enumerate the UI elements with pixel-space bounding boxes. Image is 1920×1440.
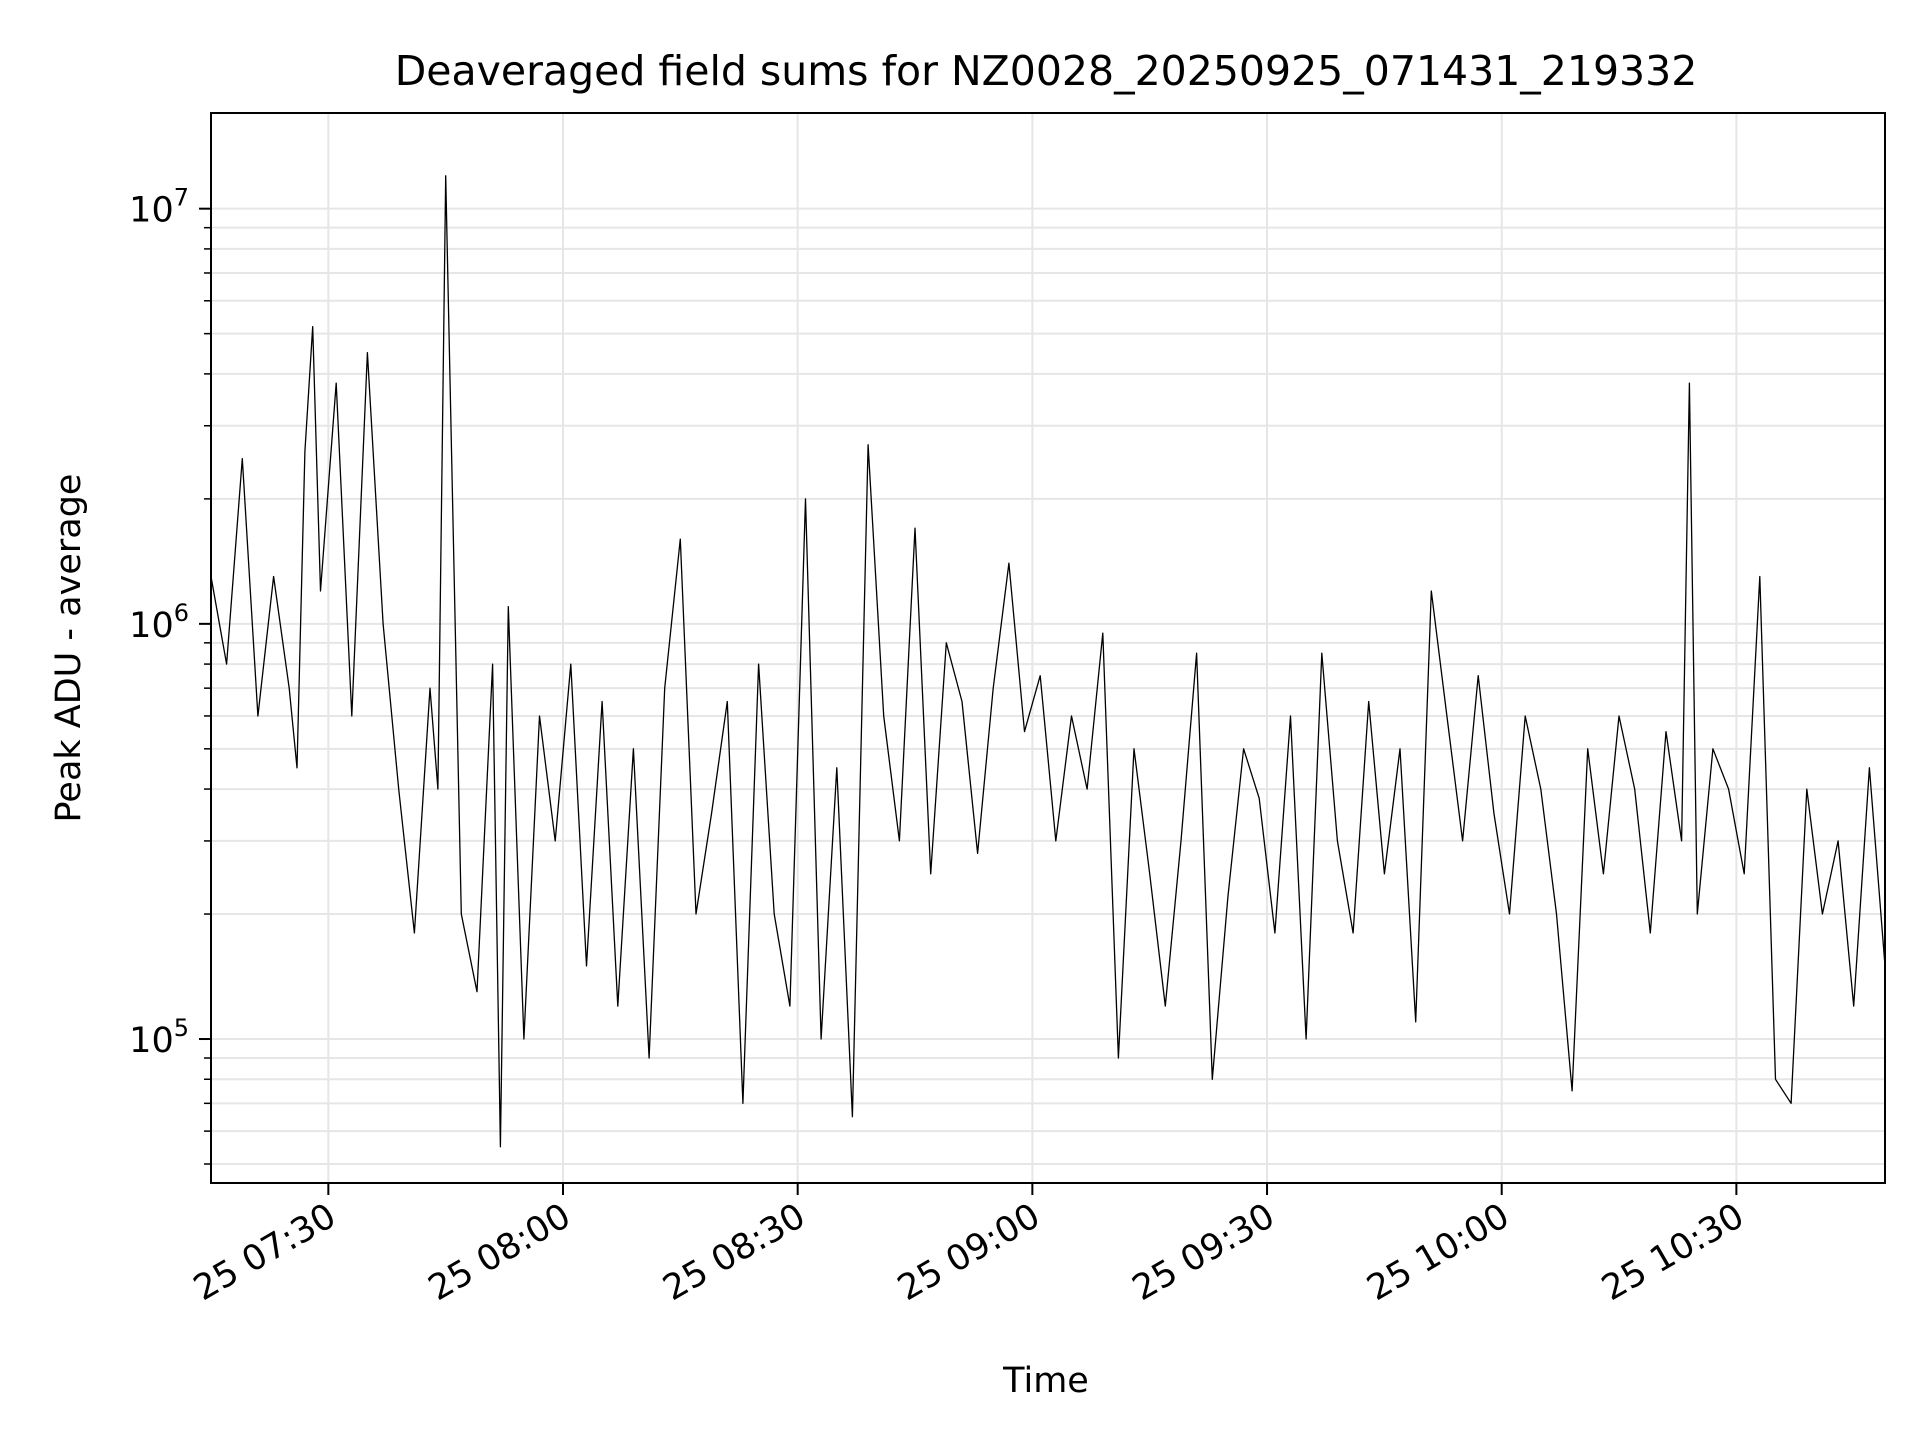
y-tick-label: 107 (129, 184, 189, 231)
y-tick-label: 105 (129, 1014, 189, 1061)
chart-title: Deaveraged field sums for NZ0028_2025092… (395, 47, 1698, 95)
y-tick-label: 106 (129, 599, 189, 646)
y-axis-label: Peak ADU - average (49, 474, 89, 823)
series-group (210, 175, 1886, 1148)
grid (211, 113, 1885, 1183)
series-line (210, 175, 1886, 1148)
x-axis-label: Time (1002, 1361, 1089, 1401)
y-ticks: 105 106 107 (129, 184, 211, 1165)
plot-frame (210, 112, 1886, 1184)
